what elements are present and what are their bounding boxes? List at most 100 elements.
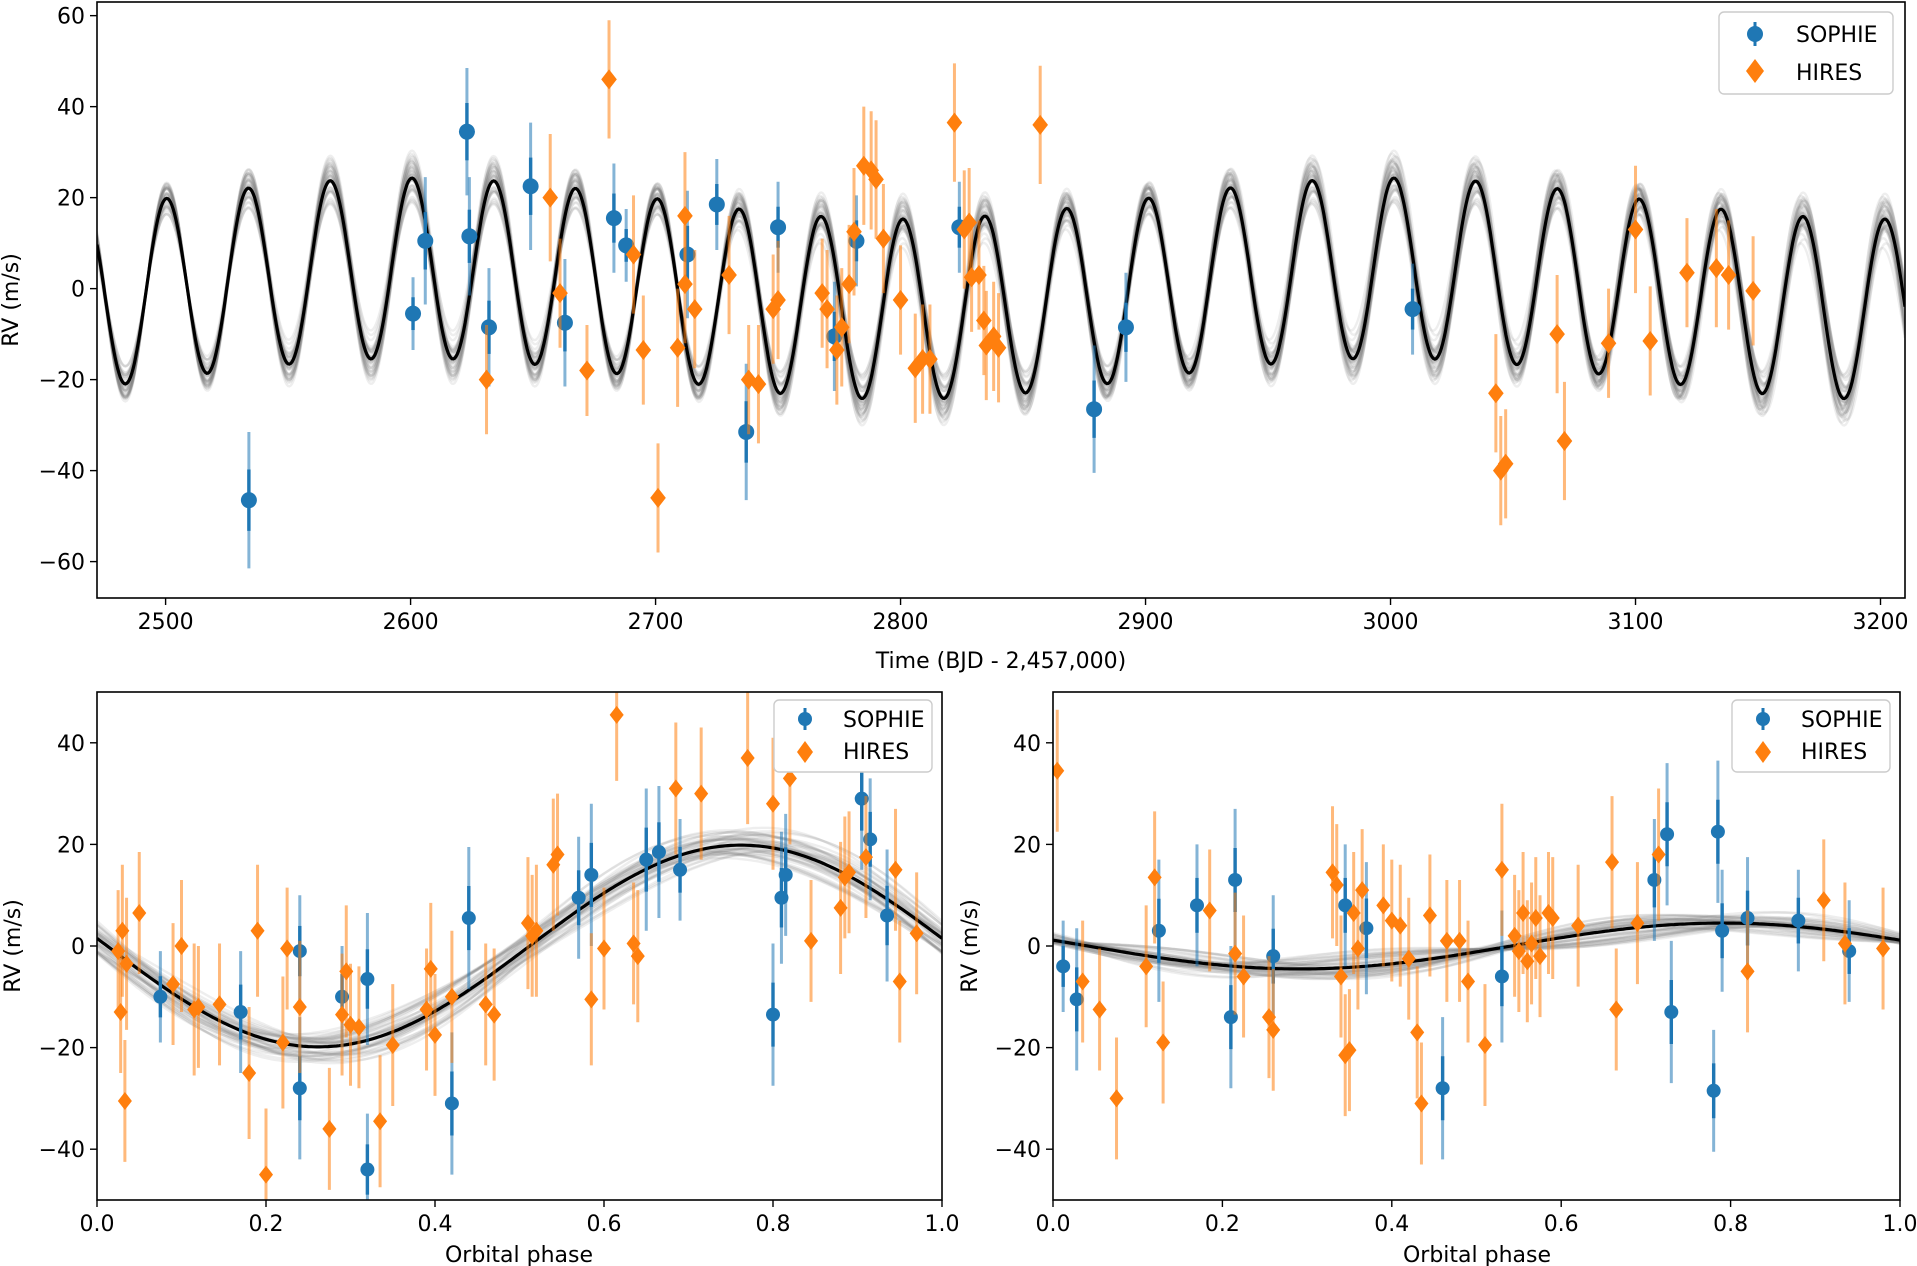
sophie-data-point — [1404, 263, 1421, 355]
hires-marker — [1202, 901, 1217, 920]
posterior-draw-curve — [97, 841, 942, 1050]
sophie-marker — [417, 232, 434, 249]
sophie-marker — [605, 210, 622, 227]
y-tick-label: 20 — [57, 833, 85, 858]
posterior-draw-curve — [97, 169, 1905, 407]
hires-marker — [191, 997, 206, 1016]
sophie-marker — [584, 867, 599, 882]
sophie-data-point — [405, 277, 422, 351]
y-tick-label: 20 — [1013, 833, 1041, 858]
hires-data-point — [550, 793, 565, 916]
hires-marker — [694, 784, 709, 803]
hires-marker — [1708, 258, 1725, 279]
hires-marker — [322, 1119, 337, 1138]
y-axis-label: RV (m/s) — [1, 899, 26, 993]
posterior-draw-curve — [1053, 918, 1900, 976]
legend-hires-marker — [797, 741, 813, 763]
sophie-marker — [679, 246, 696, 263]
hires-data-point — [740, 692, 755, 825]
hires-marker — [1333, 967, 1348, 986]
sophie-data-point — [417, 177, 434, 305]
hires-marker — [1053, 761, 1065, 780]
sophie-data-point — [571, 836, 586, 959]
x-tick-label: 0.4 — [1374, 1212, 1409, 1237]
hires-data-point — [1376, 844, 1391, 967]
hires-data-point — [888, 808, 903, 931]
posterior-draw-curve — [97, 837, 942, 1056]
x-axis-label: Time (BJD - 2,457,000) — [875, 649, 1126, 674]
sophie-data-point — [605, 163, 622, 273]
sophie-marker — [1664, 1005, 1679, 1020]
hires-data-point — [1410, 966, 1425, 1099]
sophie-marker — [571, 890, 586, 905]
y-axis-ticks: −40 −20 0 20 40 — [39, 732, 97, 1163]
data-points — [1053, 709, 1891, 1165]
series-hires — [478, 20, 1761, 553]
hires-marker — [765, 299, 781, 320]
sophie-marker — [233, 1005, 248, 1020]
hires-marker — [770, 290, 786, 310]
y-tick-label: −60 — [39, 551, 85, 576]
hires-marker — [351, 1018, 366, 1037]
y-tick-label: −20 — [39, 1037, 85, 1062]
hires-data-point — [1236, 915, 1251, 1038]
hires-marker — [275, 1033, 290, 1052]
hires-marker — [1642, 330, 1659, 351]
hires-marker — [113, 1003, 128, 1022]
hires-marker — [721, 264, 737, 285]
hires-marker — [542, 187, 559, 208]
posterior-draw-curve — [1053, 916, 1900, 976]
sophie-data-point — [522, 122, 539, 250]
hires-data-point — [1720, 220, 1737, 330]
hires-data-point — [946, 63, 963, 182]
hires-data-point — [1708, 209, 1725, 328]
hires-marker — [1092, 1000, 1107, 1019]
hires-marker — [529, 921, 544, 940]
hires-marker — [846, 221, 862, 242]
hires-data-point — [1075, 920, 1090, 1043]
x-tick-label: 2600 — [383, 610, 439, 635]
hires-data-point — [1439, 879, 1454, 1002]
hires-marker — [119, 954, 134, 973]
sophie-marker — [458, 123, 475, 140]
hires-data-point — [1605, 796, 1620, 929]
hires-data-point — [858, 796, 873, 919]
y-tick-label: −40 — [39, 1138, 85, 1163]
hires-data-point — [280, 887, 295, 1010]
x-tick-label: 2900 — [1118, 610, 1174, 635]
x-axis-ticks: 2500 2600 2700 2800 2900 3000 3100 3200 — [138, 598, 1909, 635]
x-tick-label: 0.6 — [1544, 1212, 1579, 1237]
hires-data-point — [191, 946, 206, 1068]
hires-marker — [1075, 972, 1090, 991]
hires-data-point — [907, 313, 924, 423]
hires-marker — [1876, 939, 1891, 958]
sophie-data-point — [1715, 869, 1730, 992]
legend-sophie-marker — [1747, 22, 1763, 46]
y-tick-label: 60 — [57, 5, 85, 30]
hires-data-point — [115, 864, 130, 997]
y-tick-label: 0 — [71, 278, 85, 303]
sophie-data-point — [651, 785, 666, 919]
hires-marker — [668, 779, 683, 798]
sophie-marker — [880, 908, 895, 923]
posterior-draw-curve — [97, 850, 942, 1045]
hires-data-point — [1837, 882, 1852, 1005]
hires-data-point — [601, 20, 617, 139]
hires-data-point — [922, 304, 938, 414]
posterior-draw-curve — [97, 849, 942, 1040]
hires-data-point — [552, 238, 568, 348]
legend-hires-marker — [1755, 741, 1771, 763]
hires-data-point — [630, 890, 645, 1023]
posterior-draw-curve — [1053, 925, 1900, 969]
sophie-data-point — [458, 67, 475, 196]
hires-marker — [1376, 896, 1391, 915]
posterior-draws — [97, 826, 942, 1065]
hires-data-point — [373, 1055, 388, 1188]
hires-data-point — [833, 268, 850, 387]
hires-marker — [1837, 934, 1852, 953]
sophie-marker — [651, 845, 666, 860]
hires-data-point — [444, 930, 459, 1063]
hires-data-point — [976, 265, 992, 376]
sophie-data-point — [778, 813, 793, 936]
